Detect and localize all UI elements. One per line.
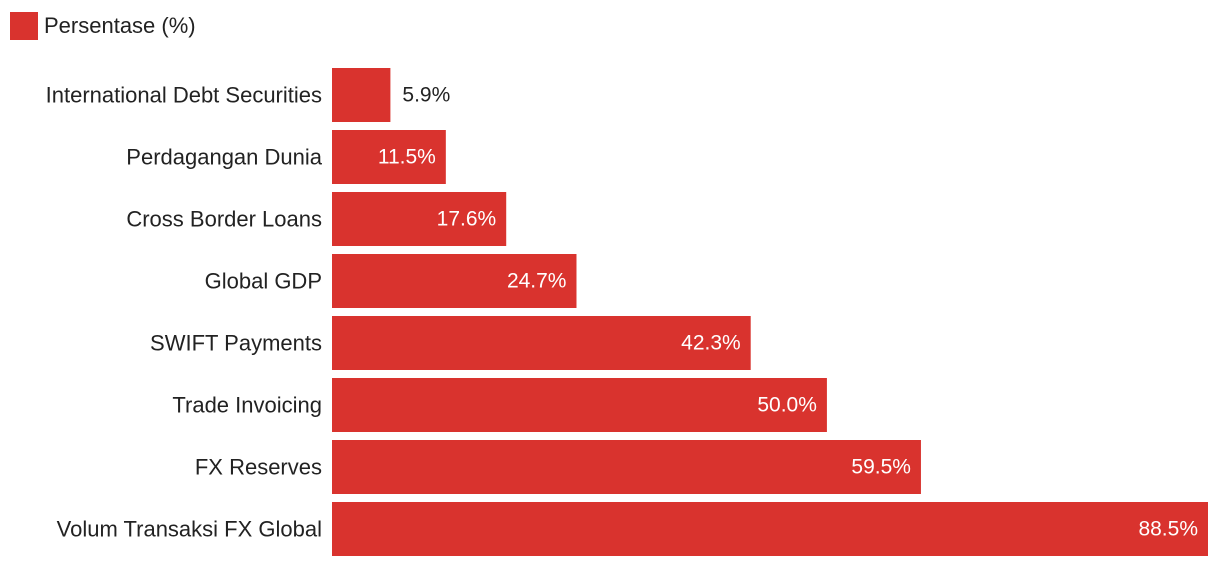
- data-label: 50.0%: [757, 394, 817, 417]
- bar: [332, 378, 827, 432]
- data-label: 42.3%: [681, 332, 741, 355]
- bar: [332, 316, 751, 370]
- category-label: Volum Transaksi FX Global: [57, 517, 322, 542]
- bars-group: International Debt Securities 5.9% Perdaga…: [46, 68, 1208, 556]
- category-label: Cross Border Loans: [126, 207, 322, 232]
- category-label: Trade Invoicing: [172, 393, 322, 418]
- legend: Persentase (%): [10, 12, 196, 40]
- legend-label: Persentase (%): [44, 13, 196, 38]
- category-label: Global GDP: [205, 269, 322, 294]
- data-label: 88.5%: [1138, 518, 1198, 541]
- data-label: 11.5%: [378, 146, 436, 169]
- category-label: SWIFT Payments: [150, 331, 322, 356]
- data-label: 59.5%: [851, 456, 911, 479]
- data-label: 17.6%: [437, 208, 497, 231]
- data-label: 5.9%: [402, 84, 450, 107]
- bar: [332, 192, 507, 246]
- data-label: 24.7%: [507, 270, 567, 293]
- category-label: FX Reserves: [195, 455, 322, 480]
- bar: [332, 502, 1208, 556]
- bar: [332, 130, 446, 184]
- legend-swatch: [10, 12, 38, 40]
- category-label: Perdagangan Dunia: [126, 145, 322, 170]
- bar: [332, 254, 577, 308]
- bar: [332, 68, 391, 122]
- bar: [332, 440, 921, 494]
- category-label: International Debt Securities: [46, 83, 322, 108]
